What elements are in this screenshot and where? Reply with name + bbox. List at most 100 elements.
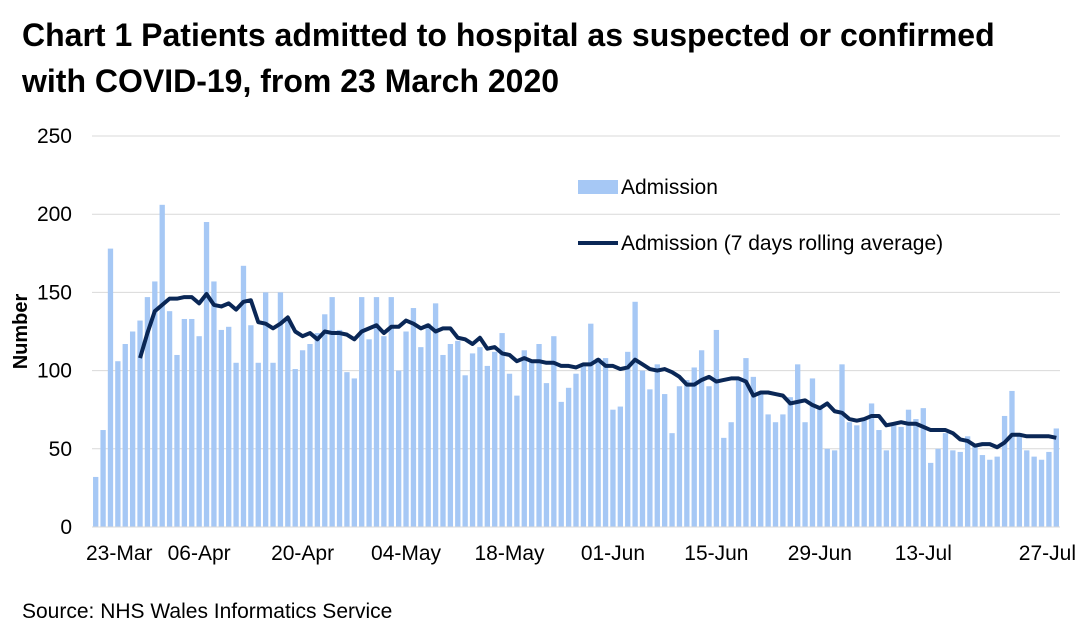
bar xyxy=(758,392,764,527)
bar xyxy=(839,364,845,527)
bar xyxy=(876,430,882,527)
bar xyxy=(543,383,550,527)
bar xyxy=(181,318,188,527)
bar xyxy=(950,450,956,527)
bar xyxy=(1038,459,1045,527)
bar xyxy=(964,436,971,527)
bar xyxy=(913,419,919,527)
x-tick-label: 15-Jun xyxy=(684,542,748,565)
bar xyxy=(477,347,483,527)
bar xyxy=(750,376,757,527)
bar xyxy=(935,448,941,527)
bar xyxy=(588,323,594,527)
bar xyxy=(285,320,291,527)
bar xyxy=(395,370,402,527)
bar xyxy=(314,333,321,527)
chart-area: 0 50 100 150 200 250 23-Mar 06-Apr 20-Apr 04-May… xyxy=(10,125,1076,565)
bar xyxy=(344,372,350,527)
bar xyxy=(122,344,128,527)
bar xyxy=(100,430,106,527)
bar xyxy=(595,358,601,527)
y-tick-label: 200 xyxy=(37,203,72,226)
bar xyxy=(994,456,1000,527)
bar xyxy=(248,325,254,527)
bar xyxy=(388,297,394,527)
y-tick-label: 50 xyxy=(49,438,72,461)
bar xyxy=(240,265,247,527)
bar xyxy=(639,370,646,527)
bar xyxy=(580,365,587,527)
bar xyxy=(654,364,660,527)
bar xyxy=(780,414,786,527)
bar xyxy=(189,318,195,527)
x-axis-ticks: 23-Mar 06-Apr 20-Apr 04-May 18-May 01-Jun 15-J… xyxy=(86,542,1076,565)
x-tick-label: 06-Apr xyxy=(168,542,231,565)
rolling-average-line xyxy=(138,291,1057,450)
bar xyxy=(144,297,151,527)
bar xyxy=(891,425,897,527)
bar xyxy=(698,350,705,527)
bar xyxy=(942,433,949,527)
y-tick-label: 100 xyxy=(37,360,72,383)
bar xyxy=(824,448,830,527)
bar xyxy=(735,378,742,527)
bar xyxy=(972,445,978,527)
line-series xyxy=(138,291,1057,450)
bar xyxy=(987,459,993,527)
bar xyxy=(166,311,173,527)
bar xyxy=(292,369,298,527)
bar xyxy=(536,344,542,527)
legend: Admission Admission (7 days rolling aver… xyxy=(578,176,943,255)
bar xyxy=(920,408,926,527)
y-tick-label: 250 xyxy=(37,125,72,148)
bar xyxy=(1053,428,1059,527)
bar xyxy=(743,358,749,527)
bar xyxy=(299,350,306,527)
bar xyxy=(129,331,136,527)
bar xyxy=(861,419,867,527)
bar xyxy=(499,333,505,527)
bar xyxy=(765,414,771,527)
bar xyxy=(262,292,269,527)
bar xyxy=(115,361,121,527)
bar xyxy=(159,204,165,528)
bar xyxy=(691,367,697,527)
bar xyxy=(721,437,727,527)
bar xyxy=(928,462,934,527)
y-tick-label: 150 xyxy=(37,281,72,304)
bar xyxy=(831,450,838,527)
x-tick-label: 23-Mar xyxy=(86,542,153,565)
bar xyxy=(809,378,816,527)
bar xyxy=(425,323,431,527)
x-tick-label: 04-May xyxy=(371,542,442,565)
bar xyxy=(322,314,328,527)
x-tick-label: 13-Jul xyxy=(895,542,952,565)
bar xyxy=(1031,456,1037,527)
bar xyxy=(462,375,468,527)
bar xyxy=(514,395,520,527)
bar xyxy=(728,422,734,527)
bar xyxy=(351,378,357,527)
bar xyxy=(484,365,490,527)
bar xyxy=(565,387,572,527)
legend-line-label: Admission (7 days rolling average) xyxy=(621,232,943,255)
bar xyxy=(898,426,904,527)
bar xyxy=(152,281,158,527)
bar xyxy=(713,329,720,527)
x-tick-label: 27-Jul xyxy=(1019,542,1076,565)
bar xyxy=(203,222,210,527)
bar xyxy=(418,347,424,527)
bar xyxy=(905,409,912,527)
bar xyxy=(218,329,224,527)
bar xyxy=(772,422,779,527)
bar xyxy=(979,455,986,527)
x-tick-label: 29-Jun xyxy=(788,542,852,565)
bar xyxy=(307,344,313,527)
bar xyxy=(868,403,875,527)
bar xyxy=(647,389,653,527)
bar xyxy=(107,248,114,527)
bar xyxy=(795,364,801,527)
bar xyxy=(137,320,143,527)
bar xyxy=(255,362,261,527)
bar xyxy=(676,386,683,527)
